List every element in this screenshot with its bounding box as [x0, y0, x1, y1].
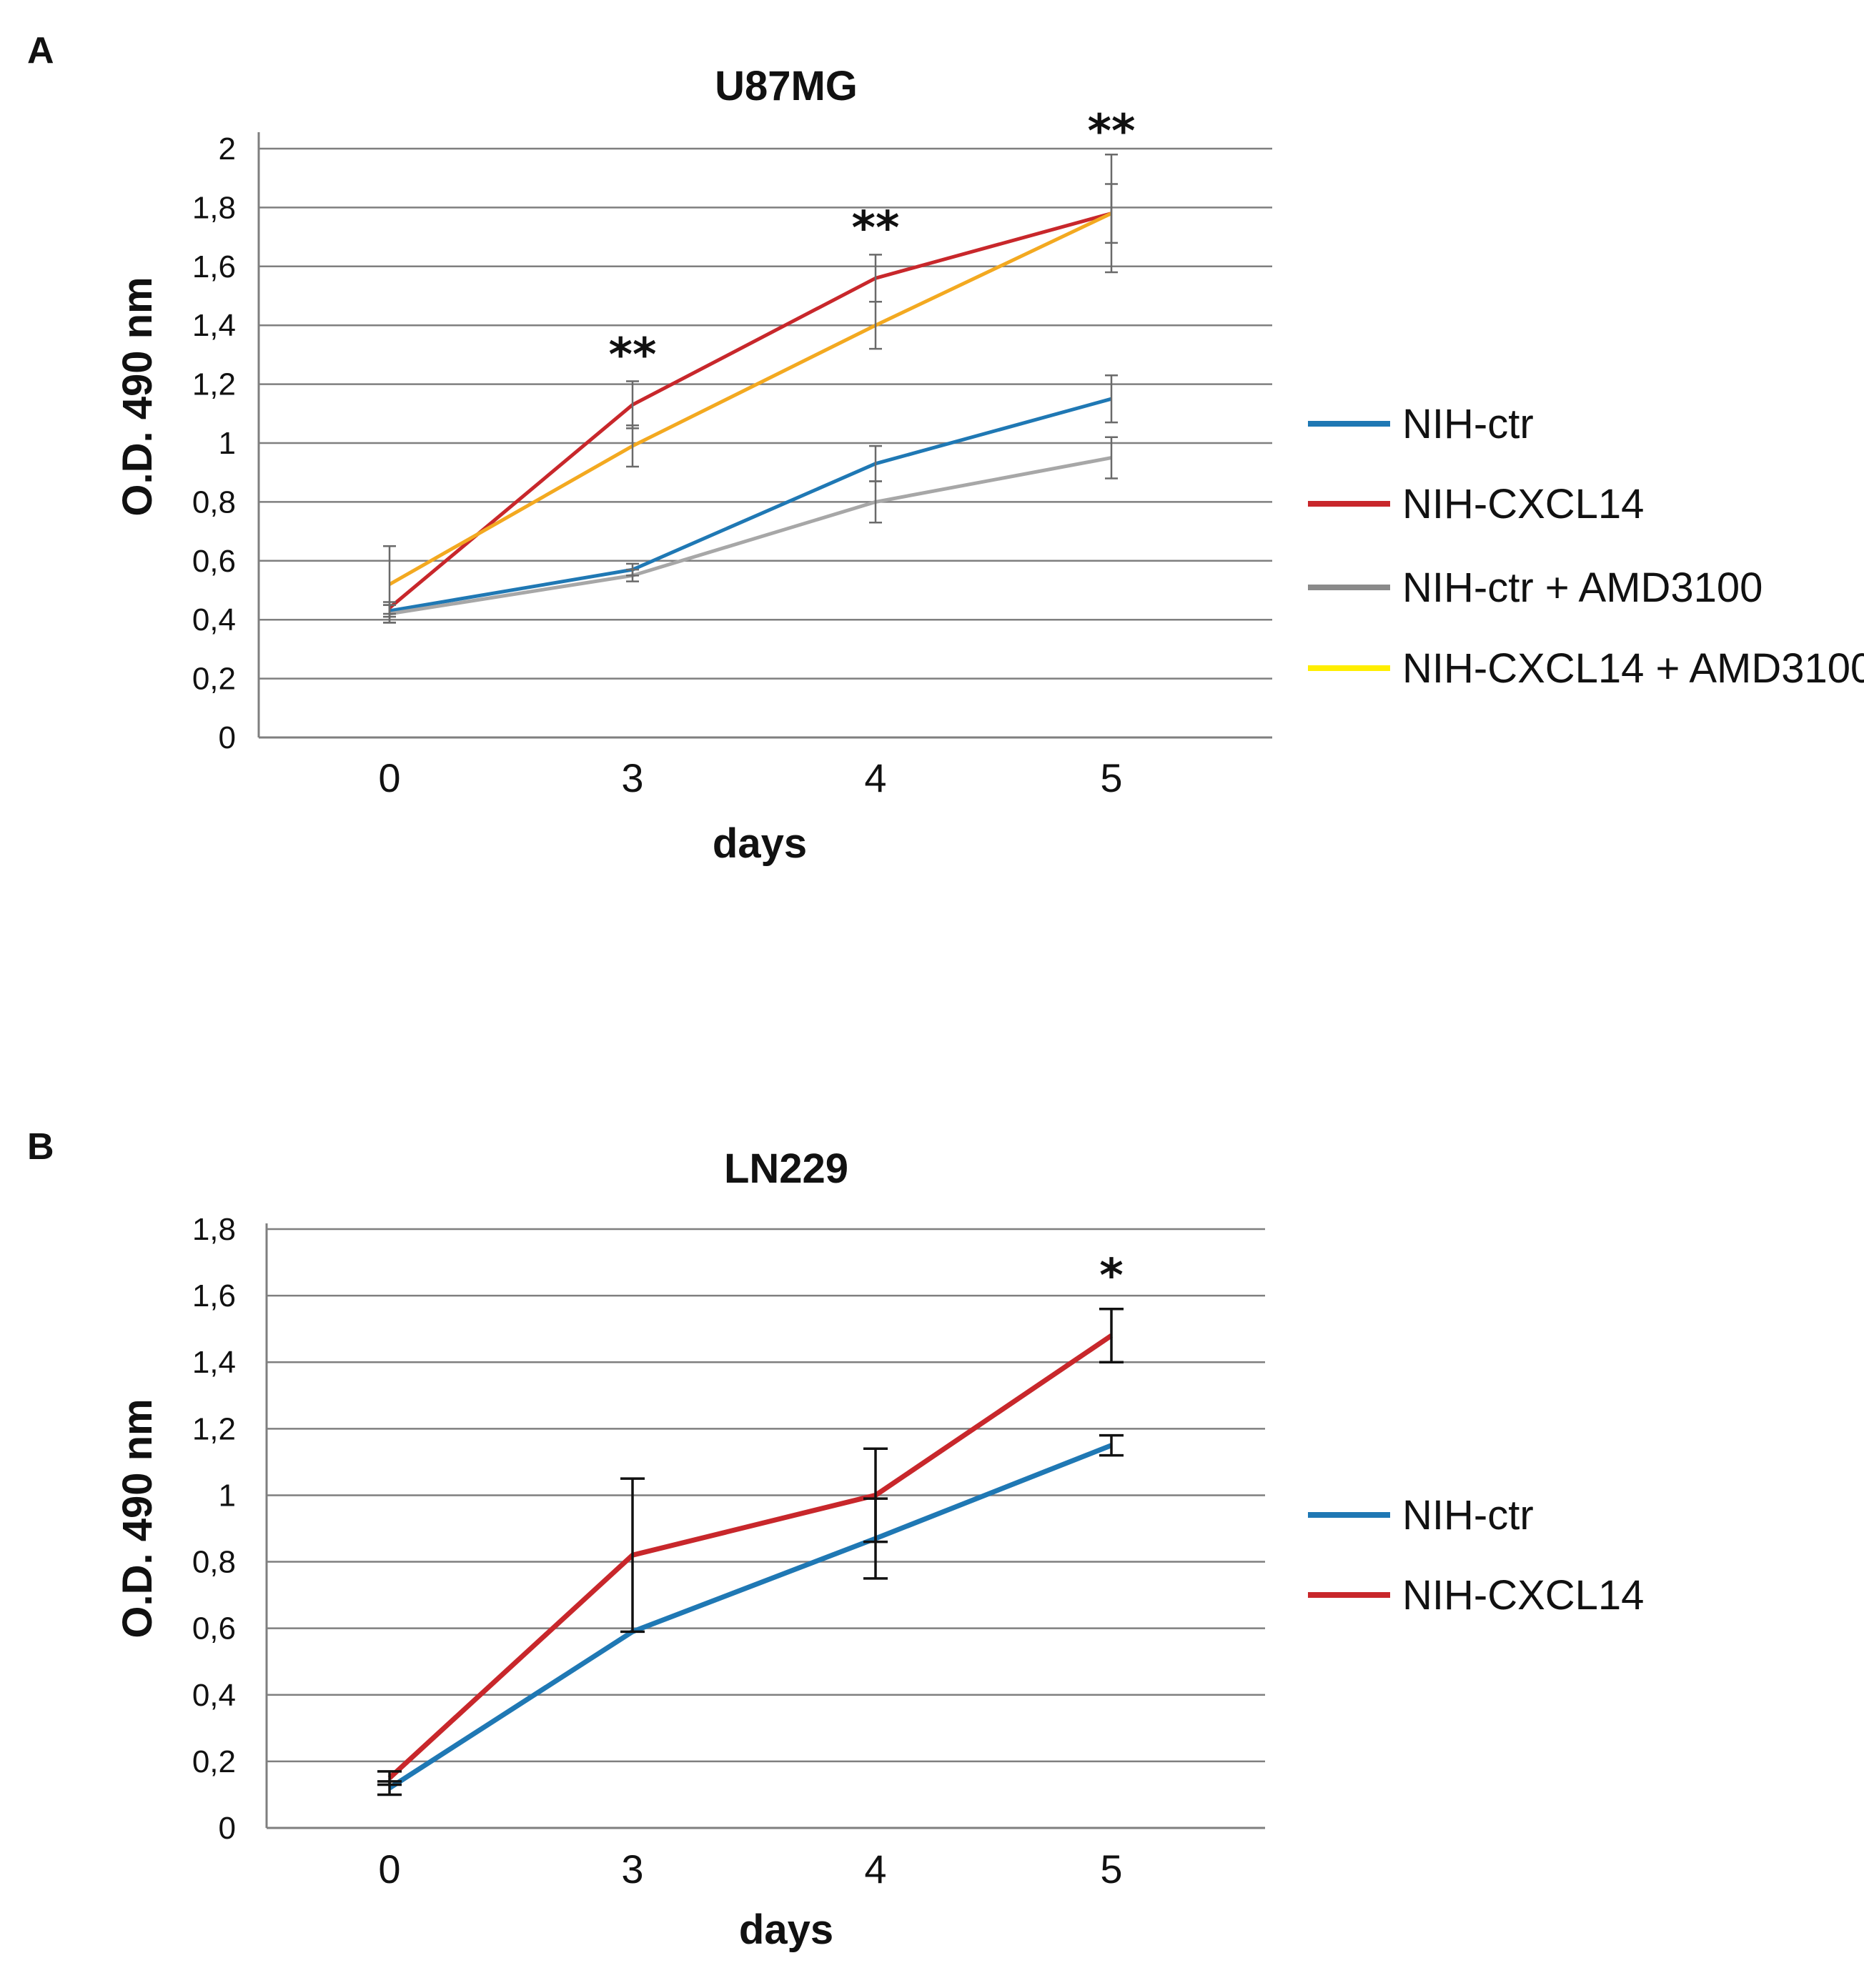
series-line-nih-cxcl14-amd3100: [388, 212, 1113, 586]
legend-entry: NIH-CXCL14: [1308, 481, 1644, 527]
chart-b-x-tick-label: 0: [378, 1847, 400, 1892]
chart-a-xlabel: days: [713, 820, 807, 867]
chart-a-y-tick-label: 1,6: [192, 249, 236, 284]
legend-label: NIH-ctr: [1402, 401, 1534, 447]
chart-a-legend: NIH-ctr NIH-CXCL14 NIH-ctr + AMD3100 NIH-CX…: [1308, 401, 1864, 692]
chart-a-gridlines: [259, 147, 1272, 739]
chart-b-ylabel: O.D. 490 nm: [114, 1398, 161, 1638]
chart-b-y-tick-label: 1,6: [192, 1278, 236, 1313]
chart-a-y-tick-label: 0: [219, 720, 236, 755]
error-bar: [1105, 153, 1118, 274]
error-bar: [1099, 1307, 1124, 1363]
chart-b-y-tick-label: 1,4: [192, 1345, 236, 1380]
panel-b: B LN229 days O.D. 490 nm 0 0,2 0,4 0,6 0,8 1 1…: [27, 1126, 1644, 1953]
chart-b-y-tick-label: 0: [219, 1811, 236, 1846]
chart-b-y-tick-label: 0,8: [192, 1545, 236, 1580]
panel-a-letter: A: [27, 30, 54, 71]
chart-b-title: LN229: [724, 1145, 848, 1192]
chart-b-error-bars: [377, 1307, 1124, 1796]
legend-label: NIH-CXCL14: [1402, 1572, 1644, 1619]
legend-entry: NIH-ctr: [1308, 1492, 1534, 1539]
error-bar: [626, 424, 639, 468]
error-bar: [626, 380, 639, 429]
chart-a-x-ticks: 0 3 4 5: [378, 755, 1122, 800]
series-line-nih-ctr-amd3100: [389, 456, 1112, 616]
error-bar: [1105, 436, 1118, 479]
chart-a-x-tick-label: 5: [1100, 755, 1122, 800]
chart-a-y-tick-label: 1,4: [192, 308, 236, 343]
chart-b-x-tick-label: 4: [864, 1847, 886, 1892]
chart-a-y-ticks: 0 0,2 0,4 0,6 0,8 1 1,2 1,4 1,6 1,8 2: [192, 131, 236, 755]
chart-b-y-tick-label: 1,2: [192, 1411, 236, 1446]
chart-b-y-ticks: 0 0,2 0,4 0,6 0,8 1 1,2 1,4 1,6 1,8: [192, 1212, 236, 1846]
significance-marker: *: [1099, 1250, 1123, 1303]
chart-a-y-tick-label: 0,4: [192, 602, 236, 637]
chart-b-y-tick-label: 1,8: [192, 1212, 236, 1247]
error-bar: [626, 568, 639, 582]
legend-entry: NIH-CXCL14 + AMD3100: [1308, 645, 1864, 692]
chart-a-y-tick-label: 1: [219, 426, 236, 461]
error-bar: [377, 1770, 402, 1786]
series-line-nih-cxcl14: [387, 1333, 1113, 1780]
error-bar: [383, 545, 396, 624]
chart-a-y-tick-label: 0,2: [192, 662, 236, 697]
chart-a-y-tick-label: 0,8: [192, 484, 236, 520]
legend-label: NIH-ctr: [1402, 1492, 1534, 1539]
significance-marker: **: [852, 202, 900, 255]
legend-entry: NIH-ctr: [1308, 401, 1534, 447]
chart-b-annotations: *: [1099, 1250, 1123, 1303]
chart-a-x-tick-label: 0: [378, 755, 400, 800]
chart-b-series: [387, 1333, 1113, 1791]
error-bar: [869, 480, 882, 524]
chart-a-y-tick-label: 1,8: [192, 190, 236, 225]
chart-b-legend: NIH-ctr NIH-CXCL14: [1308, 1492, 1644, 1619]
chart-b-x-tick-label: 5: [1100, 1847, 1122, 1892]
chart-a-x-tick-label: 3: [621, 755, 643, 800]
error-bar: [620, 1477, 645, 1634]
panel-a: A U87MG days O.D. 490 nm 0 0,2 0,4 0,6 0,8 1 1…: [27, 30, 1864, 867]
chart-a-title: U87MG: [715, 63, 858, 109]
legend-entry: NIH-ctr + AMD3100: [1308, 565, 1763, 611]
chart-a-annotations: ** ** **: [609, 105, 1136, 382]
series-line-nih-cxcl14: [388, 212, 1112, 610]
chart-a-y-tick-label: 2: [219, 131, 236, 167]
chart-b-y-tick-label: 1: [219, 1478, 236, 1513]
chart-a-series: [388, 212, 1113, 616]
chart-b-xlabel: days: [739, 1907, 833, 1953]
series-line-nih-ctr: [388, 1443, 1113, 1791]
panel-b-letter: B: [27, 1126, 54, 1168]
error-bar: [863, 1447, 888, 1544]
error-bar: [1105, 374, 1118, 424]
significance-marker: **: [1088, 105, 1136, 158]
significance-marker: **: [609, 329, 657, 382]
chart-a-error-bars: [383, 153, 1118, 624]
chart-b-x-tick-label: 3: [621, 1847, 643, 1892]
series-line-nih-ctr: [389, 397, 1112, 613]
chart-a-ylabel: O.D. 490 nm: [114, 277, 161, 516]
chart-a-y-tick-label: 1,2: [192, 367, 236, 402]
legend-label: NIH-ctr + AMD3100: [1402, 565, 1763, 611]
chart-a-x-tick-label: 4: [864, 755, 886, 800]
error-bar: [1099, 1433, 1124, 1457]
legend-entry: NIH-CXCL14: [1308, 1572, 1644, 1619]
chart-b-y-tick-label: 0,6: [192, 1611, 236, 1646]
error-bar: [869, 300, 882, 350]
chart-a-y-tick-label: 0,6: [192, 544, 236, 579]
legend-label: NIH-CXCL14 + AMD3100: [1402, 645, 1864, 692]
chart-b-y-tick-label: 0,4: [192, 1678, 236, 1713]
chart-b-y-tick-label: 0,2: [192, 1744, 236, 1779]
chart-b-x-ticks: 0 3 4 5: [378, 1847, 1122, 1892]
legend-label: NIH-CXCL14: [1402, 481, 1644, 527]
chart-b-gridlines: [267, 1228, 1265, 1829]
